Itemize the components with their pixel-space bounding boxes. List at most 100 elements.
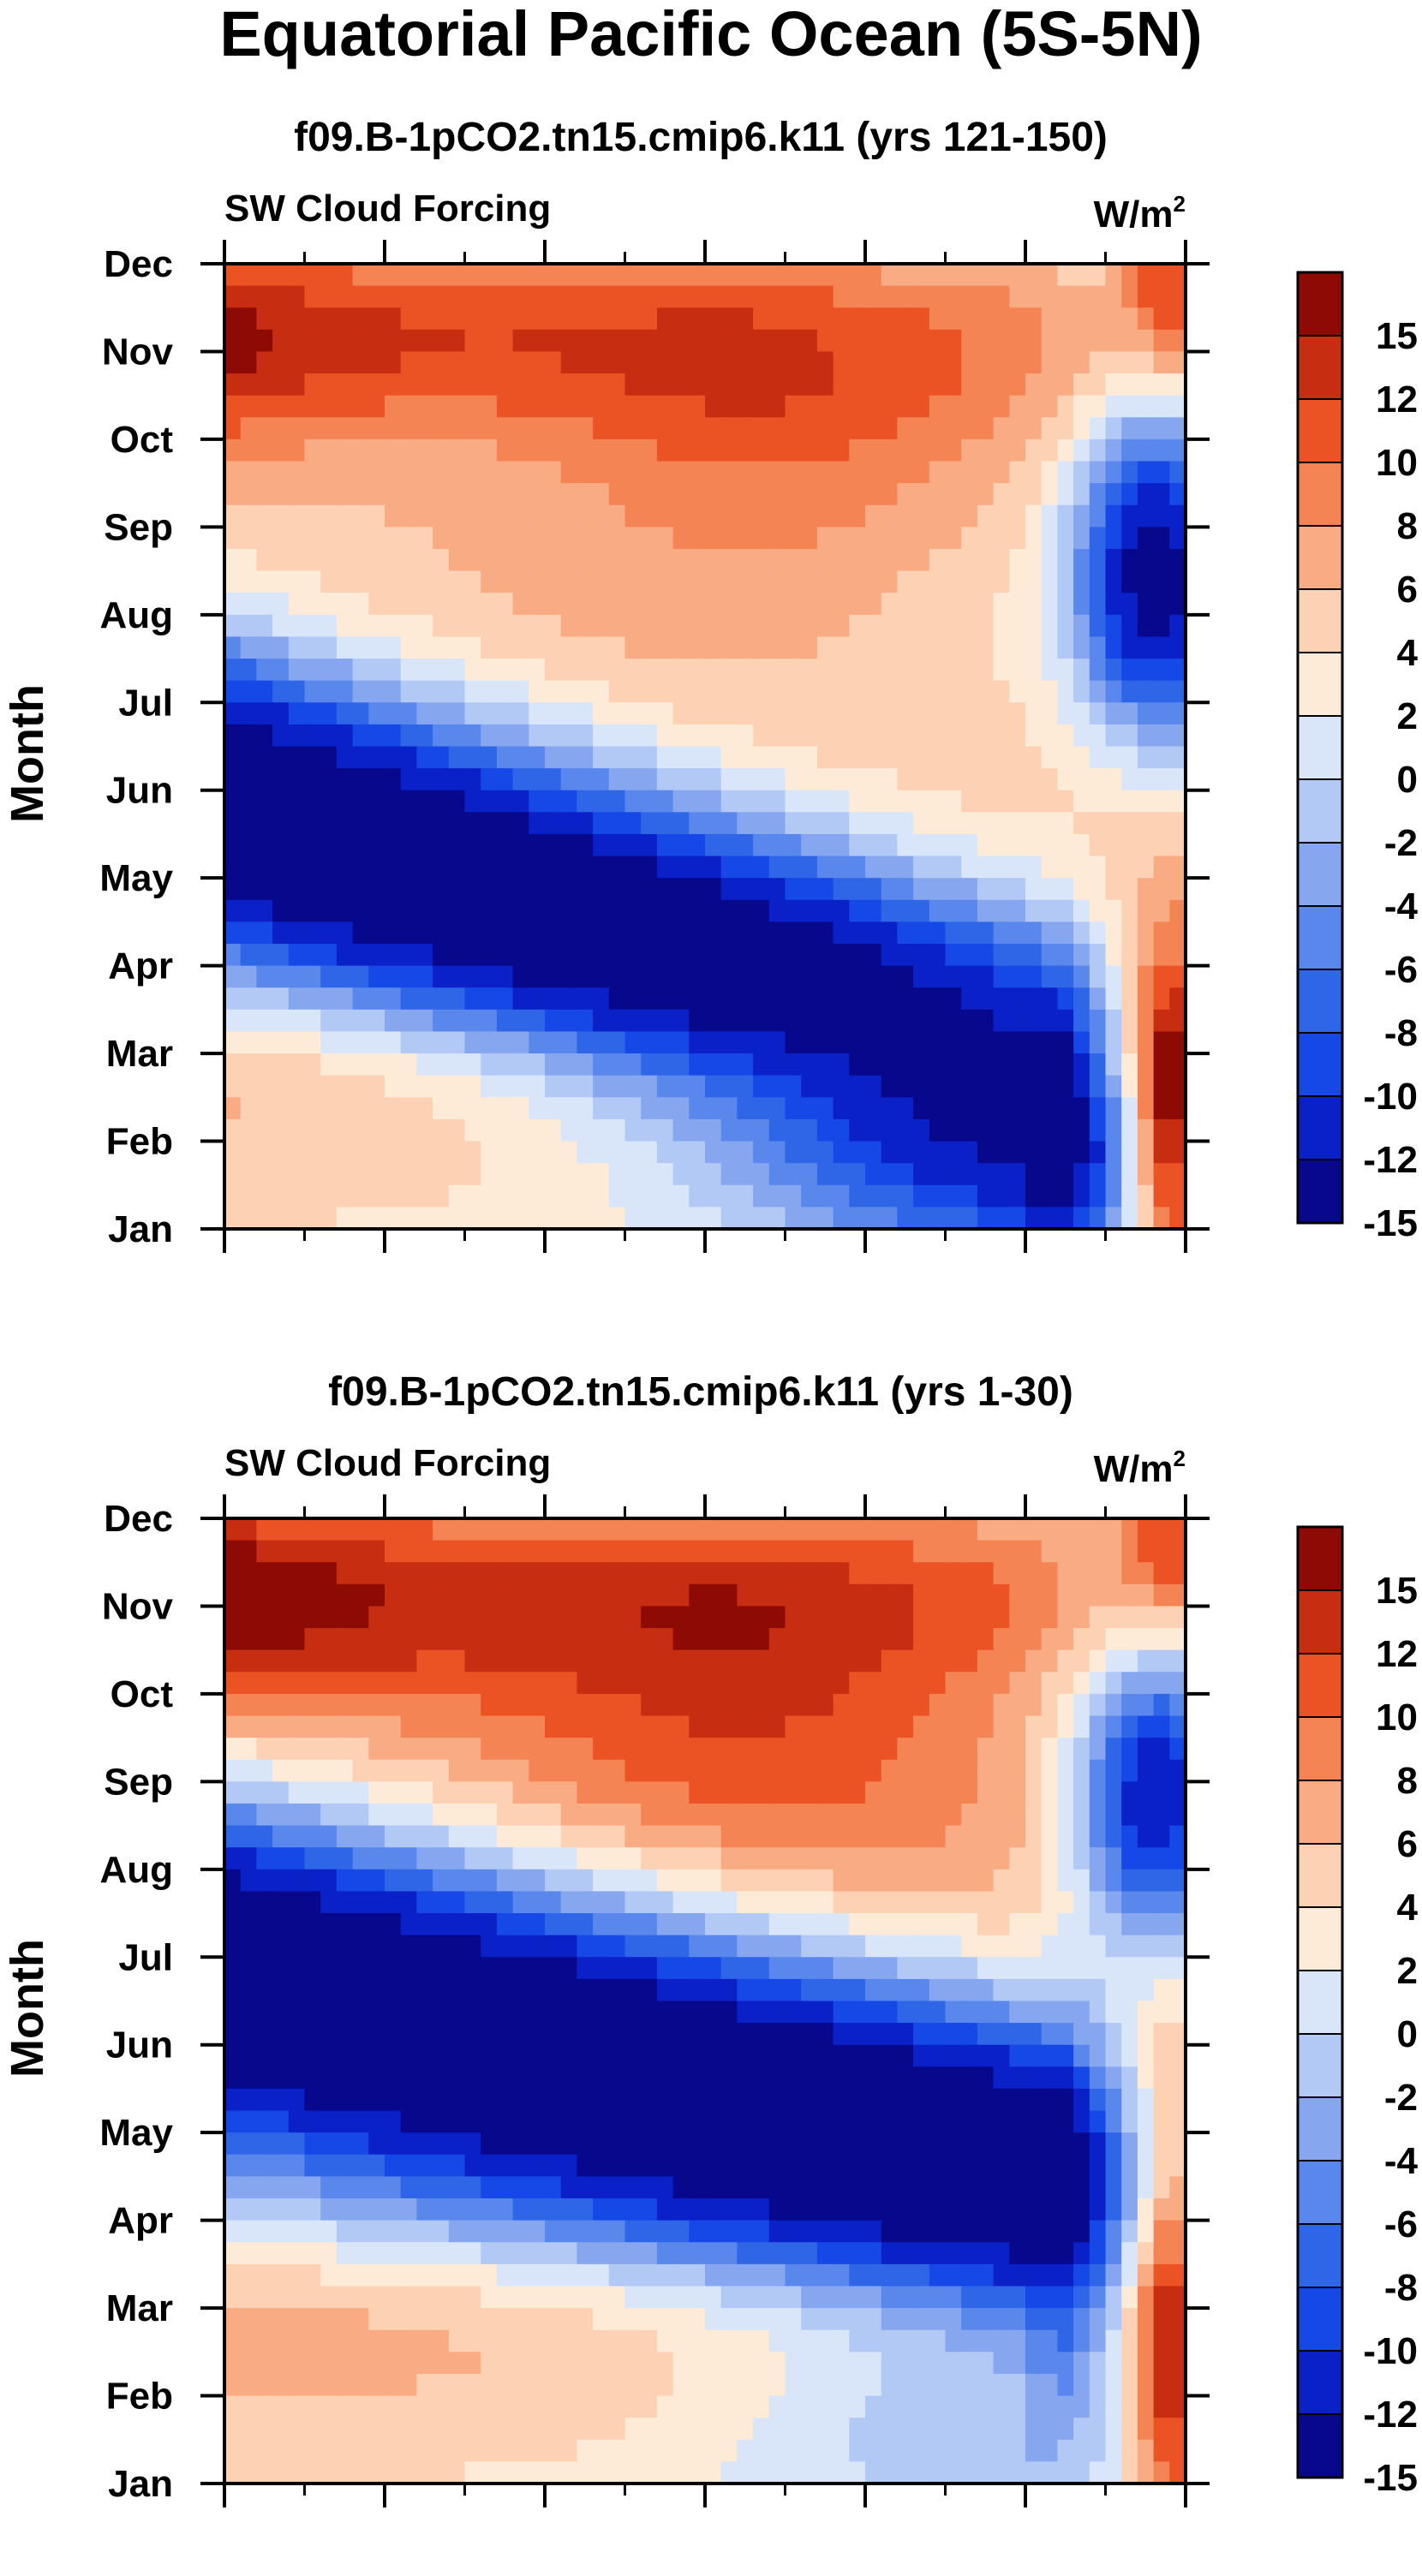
contour-cell xyxy=(753,921,770,945)
contour-cell xyxy=(833,899,850,923)
contour-cell xyxy=(272,2308,290,2331)
contour-cell xyxy=(993,899,1010,923)
contour-cell xyxy=(705,264,722,287)
contour-cell xyxy=(481,527,498,550)
contour-cell xyxy=(481,2308,498,2331)
contour-cell xyxy=(1153,285,1170,308)
contour-cell xyxy=(1105,856,1122,879)
contour-cell xyxy=(865,1759,882,1782)
contour-cell xyxy=(272,1141,290,1164)
contour-cell xyxy=(865,1715,882,1738)
contour-cell xyxy=(833,878,850,901)
contour-cell xyxy=(945,461,962,484)
contour-cell xyxy=(881,2286,898,2309)
contour-cell xyxy=(433,1869,450,1893)
contour-cell xyxy=(529,2198,546,2221)
contour-cell xyxy=(1137,1628,1155,1651)
contour-cell xyxy=(705,1163,722,1186)
contour-cell xyxy=(560,1207,577,1230)
contour-cell xyxy=(512,351,529,374)
contour-cell xyxy=(672,1075,690,1098)
contour-cell xyxy=(785,1141,802,1164)
contour-cell xyxy=(464,1935,481,1958)
contour-cell xyxy=(256,307,273,331)
contour-cell xyxy=(1073,680,1090,703)
contour-cell xyxy=(720,1518,738,1541)
contour-cell xyxy=(256,1957,273,1980)
contour-cell xyxy=(336,2066,354,2090)
contour-cell xyxy=(913,1118,930,1142)
contour-cell xyxy=(272,746,290,769)
contour-cell xyxy=(833,1562,850,1585)
contour-cell xyxy=(1009,1184,1026,1208)
contour-cell xyxy=(1153,2088,1170,2112)
contour-cell xyxy=(993,548,1010,572)
contour-cell xyxy=(1089,1009,1107,1033)
contour-cell xyxy=(624,2198,642,2221)
contour-cell xyxy=(272,373,290,397)
contour-cell xyxy=(1153,593,1170,616)
contour-cell xyxy=(529,1562,546,1585)
contour-cell xyxy=(689,1913,706,1936)
contour-cell xyxy=(1009,1869,1026,1893)
contour-cell xyxy=(593,2088,610,2112)
contour-cell xyxy=(304,833,321,857)
contour-cell xyxy=(1089,1759,1107,1782)
contour-cell xyxy=(448,1693,466,1717)
contour-cell xyxy=(1121,593,1138,616)
contour-cell xyxy=(672,614,690,638)
contour-cell xyxy=(352,2176,369,2199)
contour-cell xyxy=(512,965,529,988)
contour-cell xyxy=(929,438,947,462)
contour-cell xyxy=(1121,899,1138,923)
contour-cell xyxy=(768,636,786,659)
contour-cell xyxy=(608,944,626,967)
contour-cell xyxy=(865,2154,882,2178)
contour-cell xyxy=(464,2308,481,2331)
contour-cell xyxy=(1057,307,1074,331)
contour-cell xyxy=(961,417,978,440)
contour-cell xyxy=(336,921,354,945)
contour-cell xyxy=(737,812,754,835)
contour-cell xyxy=(240,768,257,791)
contour-cell xyxy=(529,1935,546,1958)
contour-cell xyxy=(768,2110,786,2133)
contour-cell xyxy=(865,1649,882,1673)
contour-cell xyxy=(464,2088,481,2112)
contour-cell xyxy=(288,593,306,616)
contour-cell xyxy=(496,856,514,879)
contour-cell xyxy=(512,1031,529,1054)
contour-cell xyxy=(929,2263,947,2287)
contour-cell xyxy=(608,1957,626,1980)
contour-cell xyxy=(496,1118,514,1142)
contour-cell xyxy=(737,1163,754,1186)
contour-cell xyxy=(1137,680,1155,703)
contour-cell xyxy=(865,1097,882,1120)
contour-cell xyxy=(304,1781,321,1804)
contour-cell xyxy=(1089,614,1107,638)
contour-cell xyxy=(560,856,577,879)
contour-cell xyxy=(1153,1031,1170,1054)
contour-cell xyxy=(945,1118,962,1142)
contour-cell xyxy=(689,570,706,593)
contour-cell xyxy=(256,1583,273,1607)
contour-cell xyxy=(977,2242,995,2265)
contour-cell xyxy=(512,395,529,418)
contour-cell xyxy=(1025,2044,1043,2067)
contour-cell xyxy=(481,2023,498,2046)
contour-cell xyxy=(1041,1540,1058,1563)
contour-cell xyxy=(656,2023,674,2046)
contour-cell xyxy=(288,878,306,901)
contour-cell xyxy=(833,1978,850,2002)
contour-cell xyxy=(385,702,402,725)
contour-cell xyxy=(705,1606,722,1629)
contour-cell xyxy=(977,987,995,1011)
contour-cell xyxy=(1169,636,1186,659)
contour-cell xyxy=(753,1803,770,1827)
contour-cell xyxy=(448,944,466,967)
contour-cell xyxy=(1137,1141,1155,1164)
contour-cell xyxy=(1041,1518,1058,1541)
contour-cell xyxy=(913,2286,930,2309)
contour-cell xyxy=(913,921,930,945)
contour-cell xyxy=(608,593,626,616)
